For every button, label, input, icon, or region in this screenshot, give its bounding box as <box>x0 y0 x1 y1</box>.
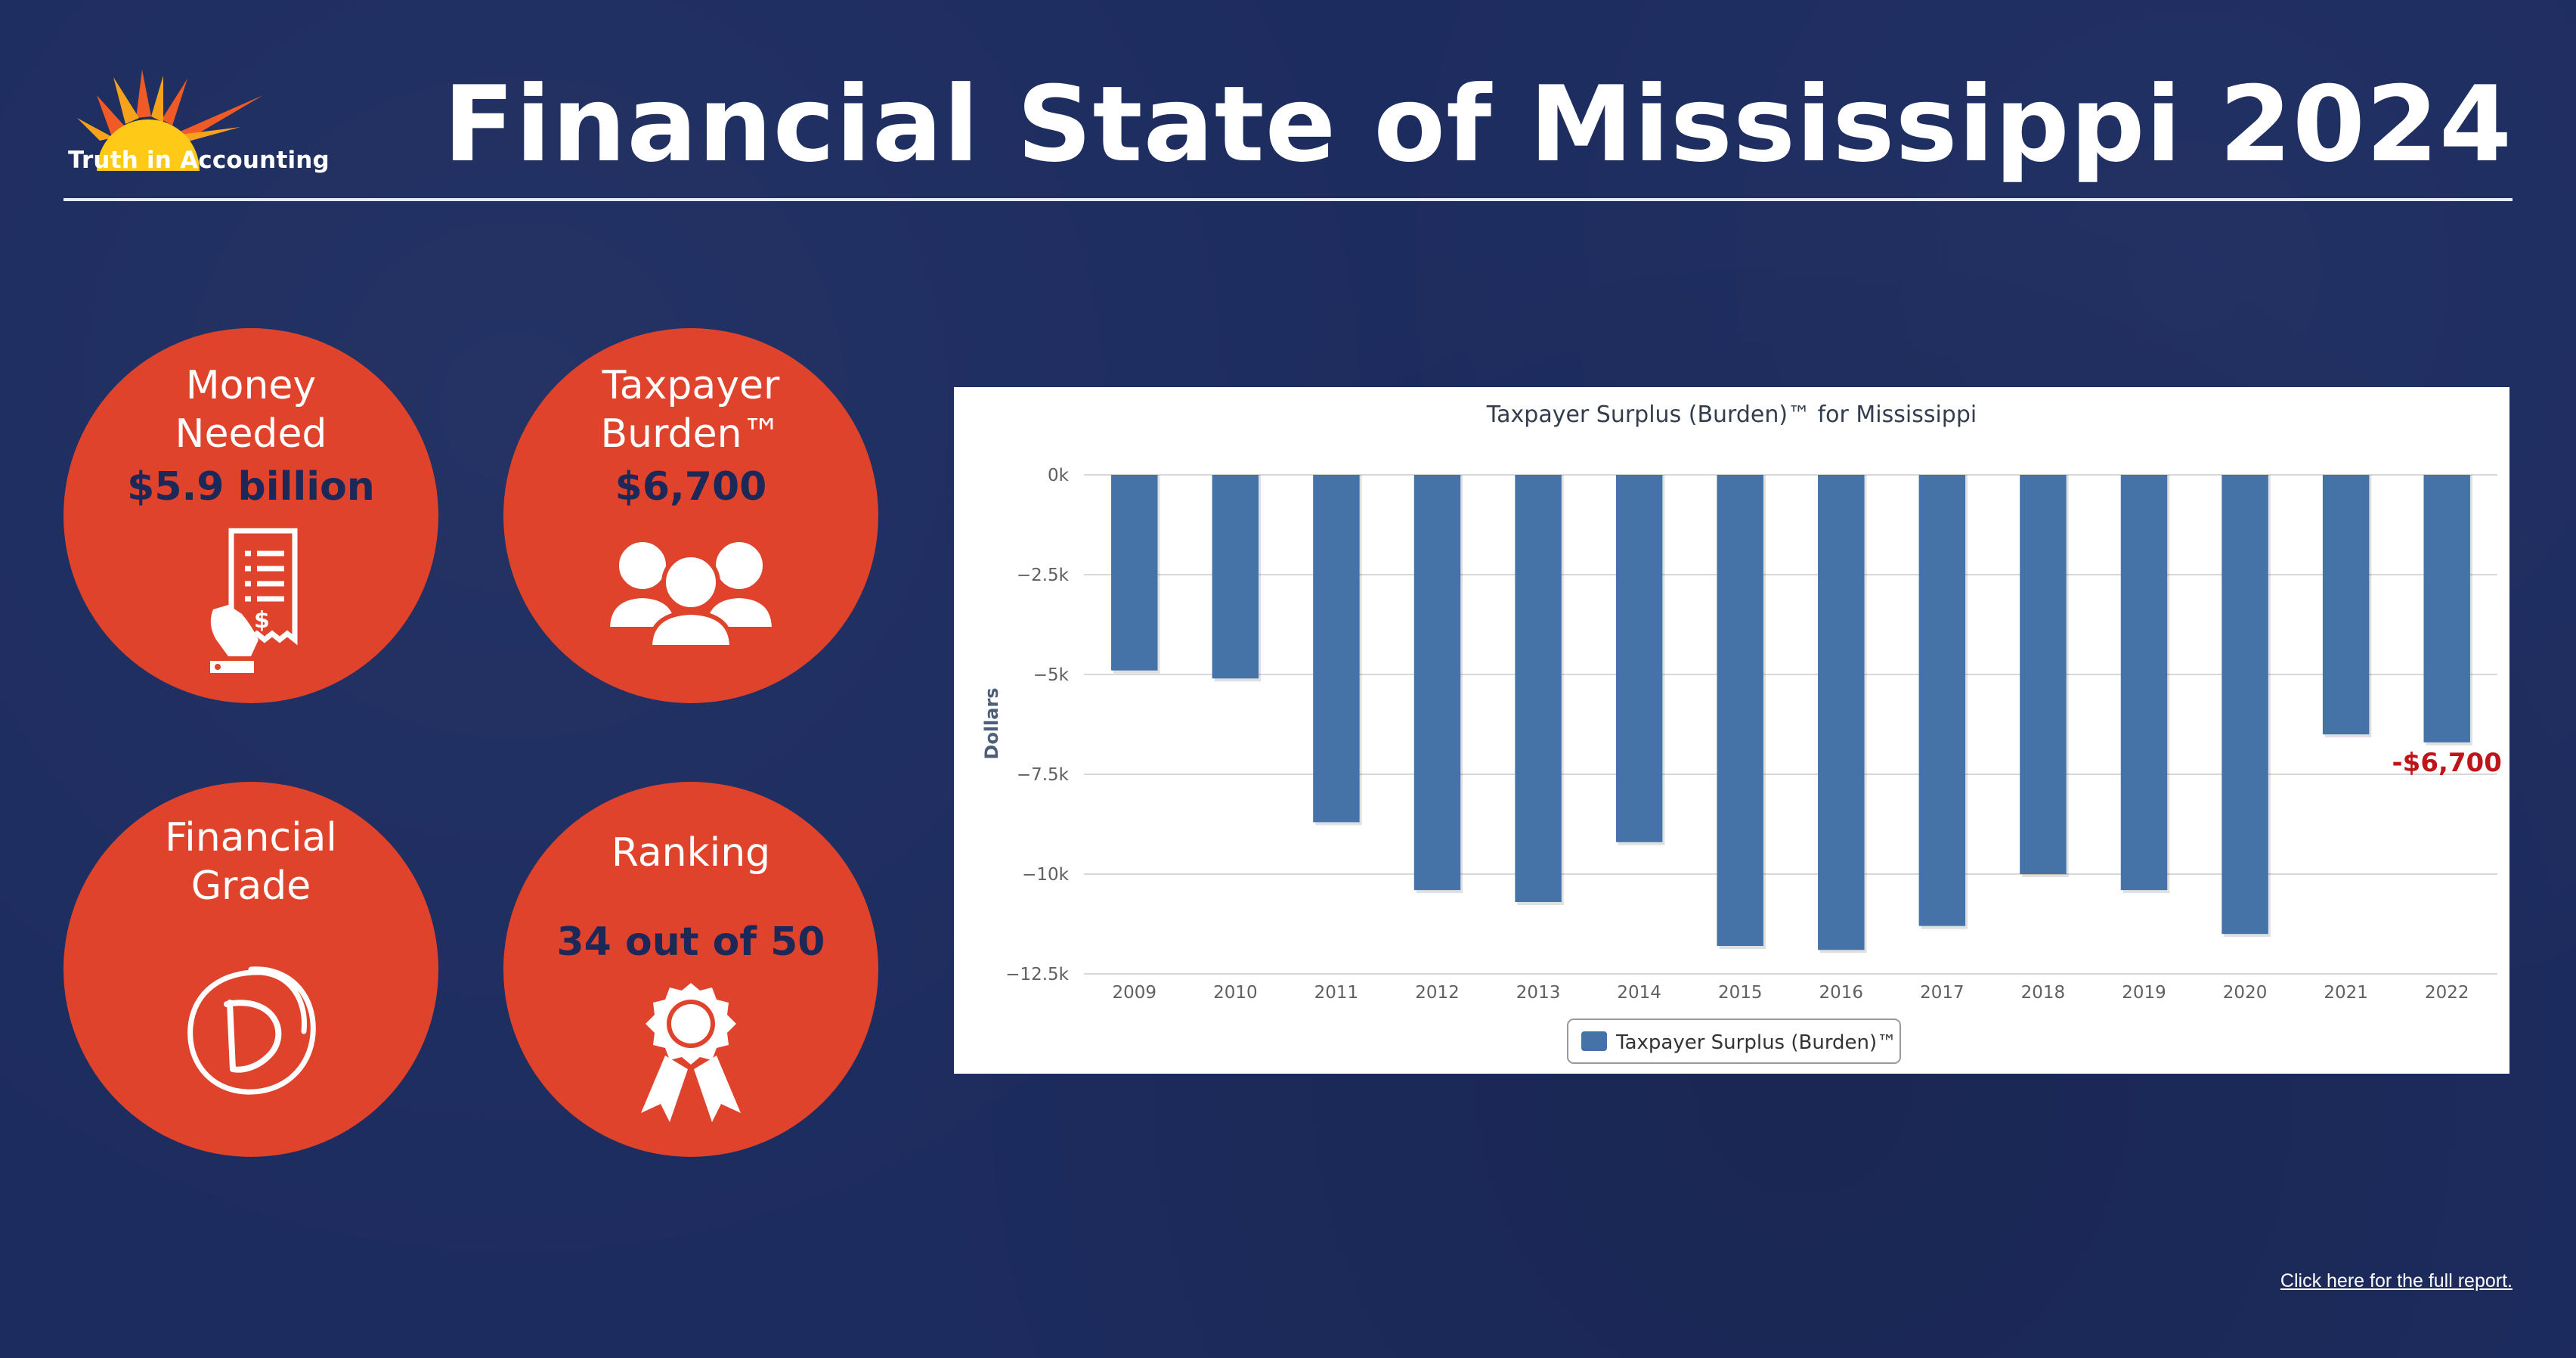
x-tick-label: 2019 <box>2122 983 2166 1003</box>
svg-text:$: $ <box>254 607 270 634</box>
chart-panel: Taxpayer Surplus (Burden)™ for Mississip… <box>954 387 2509 1074</box>
bar-2017[interactable] <box>1918 475 1966 926</box>
bar-2011[interactable] <box>1313 475 1360 823</box>
bar-2020[interactable] <box>2221 475 2268 935</box>
y-tick-label: −7.5k <box>1017 765 1070 785</box>
x-tick-label: 2011 <box>1314 983 1359 1003</box>
sun-logo-icon <box>77 70 263 171</box>
title-divider <box>63 198 2513 201</box>
financial-grade-label-1: Financial <box>165 815 337 860</box>
x-tick-label: 2020 <box>2223 983 2268 1003</box>
chart-title: Taxpayer Surplus (Burden)™ for Mississip… <box>1486 402 1977 428</box>
x-tick-label: 2022 <box>2425 983 2469 1003</box>
taxpayer-burden-value: $6,700 <box>615 464 767 510</box>
y-axis-label: Dollars <box>981 687 1002 759</box>
y-tick-label: −12.5k <box>1005 965 1069 984</box>
money-needed-value: $5.9 billion <box>127 464 375 510</box>
receipt-hand-icon: $ <box>210 528 298 673</box>
money-needed-card: Money Needed $5.9 billion $ <box>63 328 438 703</box>
bar-2019[interactable] <box>2120 475 2168 891</box>
grade-circle-icon <box>187 966 316 1095</box>
page-title: Financial State of Mississippi 2024 <box>443 64 2513 185</box>
bar-2018[interactable] <box>2020 475 2067 874</box>
x-tick-label: 2015 <box>1718 983 1763 1003</box>
legend-swatch <box>1581 1031 1607 1051</box>
ranking-label: Ranking <box>611 830 771 876</box>
financial-grade-label-2: Grade <box>190 863 311 909</box>
brand-name: Truth in Accounting <box>68 147 330 174</box>
bar-2015[interactable] <box>1717 475 1763 947</box>
x-tick-label: 2021 <box>2324 983 2368 1003</box>
y-tick-label: −5k <box>1033 665 1070 685</box>
y-tick-label: −2.5k <box>1017 566 1070 585</box>
ranking-card: Ranking 34 out of 50 <box>503 782 878 1157</box>
chart-annotation: -$6,700 <box>2392 748 2502 778</box>
taxpayer-burden-card: Taxpayer Burden™ $6,700 <box>503 328 878 703</box>
taxpayer-burden-chart: Taxpayer Surplus (Burden)™ for Mississip… <box>981 402 2502 1064</box>
bar-2010[interactable] <box>1212 475 1259 679</box>
taxpayer-burden-label-2: Burden™ <box>600 411 782 457</box>
ribbon-award-icon <box>641 983 741 1122</box>
x-tick-label: 2016 <box>1819 983 1864 1003</box>
bar-2022[interactable] <box>2423 475 2470 743</box>
people-group-icon <box>606 538 776 649</box>
x-tick-label: 2010 <box>1213 983 1258 1003</box>
taxpayer-burden-label-1: Taxpayer <box>602 363 780 408</box>
ranking-value: 34 out of 50 <box>556 919 825 965</box>
x-tick-label: 2013 <box>1516 983 1561 1003</box>
bar-2009[interactable] <box>1111 475 1158 671</box>
y-tick-label: 0k <box>1048 466 1070 485</box>
x-tick-label: 2018 <box>2021 983 2066 1003</box>
legend-label: Taxpayer Surplus (Burden)™ <box>1615 1031 1896 1054</box>
y-tick-label: −10k <box>1022 865 1070 885</box>
x-tick-label: 2017 <box>1920 983 1965 1003</box>
x-tick-label: 2009 <box>1113 983 1157 1003</box>
bar-2016[interactable] <box>1818 475 1865 950</box>
financial-grade-card: Financial Grade <box>63 782 438 1157</box>
x-tick-label: 2014 <box>1617 983 1661 1003</box>
bar-2021[interactable] <box>2322 475 2370 735</box>
full-report-link[interactable]: Click here for the full report. <box>2280 1270 2513 1291</box>
bar-2012[interactable] <box>1413 475 1461 891</box>
money-needed-label-1: Money <box>185 363 317 408</box>
money-needed-label-2: Needed <box>175 411 327 457</box>
bar-2013[interactable] <box>1515 475 1562 902</box>
x-tick-label: 2012 <box>1415 983 1460 1003</box>
bar-2014[interactable] <box>1615 475 1663 842</box>
chart-legend[interactable]: Taxpayer Surplus (Burden)™ <box>1567 1018 1901 1064</box>
